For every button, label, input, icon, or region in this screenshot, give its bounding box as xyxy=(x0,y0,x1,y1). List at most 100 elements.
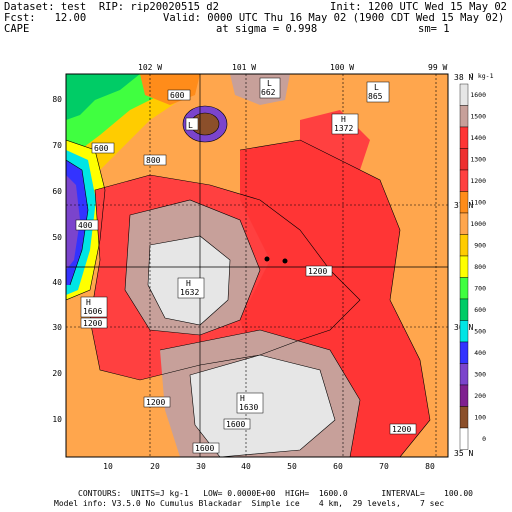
contour-label: 1600 xyxy=(195,444,214,453)
colorbar-label: 1100 xyxy=(470,198,486,206)
colorbar-label: 1400 xyxy=(470,134,486,142)
lon-label: 101 W xyxy=(232,63,256,72)
colorbar-swatch xyxy=(459,234,469,257)
smoothing-label: sm= 1 xyxy=(418,23,450,35)
colorbar-label: 500 xyxy=(474,327,486,335)
y-tick: 60 xyxy=(52,187,62,196)
dark-green-region xyxy=(66,74,140,120)
x-tick: 60 xyxy=(333,462,343,471)
colorbar-labels: 1600150014001300120011001000900800700600… xyxy=(470,91,486,443)
extremum-value: 1606 xyxy=(83,307,102,316)
extremum-letter: H xyxy=(186,279,191,288)
extremum-value: 1632 xyxy=(180,288,199,297)
y-tick: 70 xyxy=(52,141,62,150)
colorbar-label: 300 xyxy=(474,370,486,378)
colorbar-label: 900 xyxy=(474,241,486,249)
colorbar-swatch xyxy=(459,105,469,128)
colorbar-swatch xyxy=(459,277,469,300)
contour-label: 600 xyxy=(94,144,109,153)
lat-label: 35 N xyxy=(454,449,473,458)
colorbar-label: 1300 xyxy=(470,155,486,163)
colorbar-swatch xyxy=(459,191,469,214)
colorbar-swatch xyxy=(459,212,469,235)
colorbar: J kg-1 160015001400130012001100100090080… xyxy=(459,72,494,450)
contour-label: 1200 xyxy=(392,425,411,434)
lat-label: 38 N xyxy=(454,73,473,82)
colorbar-swatch xyxy=(459,406,469,429)
colorbar-label: 1000 xyxy=(470,220,486,228)
station-dot xyxy=(264,256,270,262)
extremum-letter: L xyxy=(188,121,193,130)
model-info: Model info: V3.5.0 No Cumulus Blackadar … xyxy=(54,499,445,508)
colorbar-label: 200 xyxy=(474,392,486,400)
colorbar-label: 700 xyxy=(474,284,486,292)
county-lines xyxy=(66,74,448,457)
purple-west-band xyxy=(66,175,80,270)
x-tick: 50 xyxy=(287,462,297,471)
contour-label: 800 xyxy=(146,156,161,165)
x-tick: 20 xyxy=(150,462,160,471)
extremum-value: 662 xyxy=(261,88,276,97)
y-tick: 10 xyxy=(52,415,62,424)
colorbar-label: 400 xyxy=(474,349,486,357)
colorbar-label: 800 xyxy=(474,263,486,271)
plot-frame xyxy=(65,73,449,458)
y-axis-ticks: 80 70 60 50 40 30 20 10 xyxy=(52,95,62,424)
extremum-value: 1630 xyxy=(239,403,258,412)
extremum-letter: H xyxy=(86,298,91,307)
dataset-label: Dataset: test RIP: rip20020515 d2 xyxy=(4,1,219,13)
colorbar-swatch xyxy=(459,126,469,149)
contour-lines xyxy=(66,105,431,457)
colorbar-units: J kg-1 xyxy=(470,72,494,80)
y-tick: 20 xyxy=(52,369,62,378)
contour-label: 1200 xyxy=(308,267,327,276)
colorbar-swatch xyxy=(459,427,469,450)
x-tick: 40 xyxy=(241,462,251,471)
x-tick: 30 xyxy=(196,462,206,471)
lon-label: 102 W xyxy=(138,63,162,72)
x-tick: 10 xyxy=(103,462,113,471)
colorbar-swatch xyxy=(459,384,469,407)
extremum-value: 1372 xyxy=(334,124,353,133)
field-name-label: CAPE xyxy=(4,23,30,35)
lon-label: 100 W xyxy=(330,63,354,72)
contour-value-labels: 600 600 800 1200 400 1600 1200 1200 1200… xyxy=(75,89,417,454)
station-dot xyxy=(282,258,288,264)
colorbar-swatch xyxy=(459,148,469,171)
contour-label: 1200 xyxy=(146,398,165,407)
extremum-letter: H xyxy=(341,115,346,124)
colorbar-label: 100 xyxy=(474,413,486,421)
colorbar-swatch xyxy=(459,320,469,343)
y-tick: 30 xyxy=(52,323,62,332)
colorbar-swatch xyxy=(459,363,469,386)
x-axis-ticks: 10 20 30 40 50 60 70 80 xyxy=(103,462,435,471)
x-tick: 70 xyxy=(379,462,389,471)
sigma-level-label: at sigma = 0.998 xyxy=(216,23,318,35)
longitude-labels: 102 W 101 W 100 W 99 W xyxy=(138,63,447,72)
colorbar-swatch xyxy=(459,298,469,321)
colorbar-label: 1600 xyxy=(470,91,486,99)
colorbar-swatches xyxy=(459,83,469,450)
extremum-value: 865 xyxy=(368,92,383,101)
extrema-markers: L 662 L 865 H 1372 H 1632 H 1606 H 1630 … xyxy=(80,77,390,414)
colorbar-label: 600 xyxy=(474,306,486,314)
y-tick: 40 xyxy=(52,278,62,287)
extremum-letter: L xyxy=(374,83,379,92)
colorbar-label: 0 xyxy=(482,435,486,443)
colorbar-swatch xyxy=(459,341,469,364)
forecast-hour-label: Fcst: 12.00 xyxy=(4,12,87,24)
contour-label: 1200 xyxy=(83,319,102,328)
colorbar-label: 1200 xyxy=(470,177,486,185)
colorbar-swatch xyxy=(459,83,469,106)
y-tick: 80 xyxy=(52,95,62,104)
contour-label: 1600 xyxy=(226,420,245,429)
colorbar-label: 1500 xyxy=(470,112,486,120)
contour-label: 600 xyxy=(170,91,185,100)
contours-info: CONTOURS: UNITS=J kg-1 LOW= 0.0000E+00 H… xyxy=(78,489,473,498)
contour-label: 400 xyxy=(78,221,93,230)
extremum-letter: H xyxy=(240,394,245,403)
y-tick: 50 xyxy=(52,233,62,242)
colorbar-swatch xyxy=(459,169,469,192)
lon-label: 99 W xyxy=(428,63,447,72)
